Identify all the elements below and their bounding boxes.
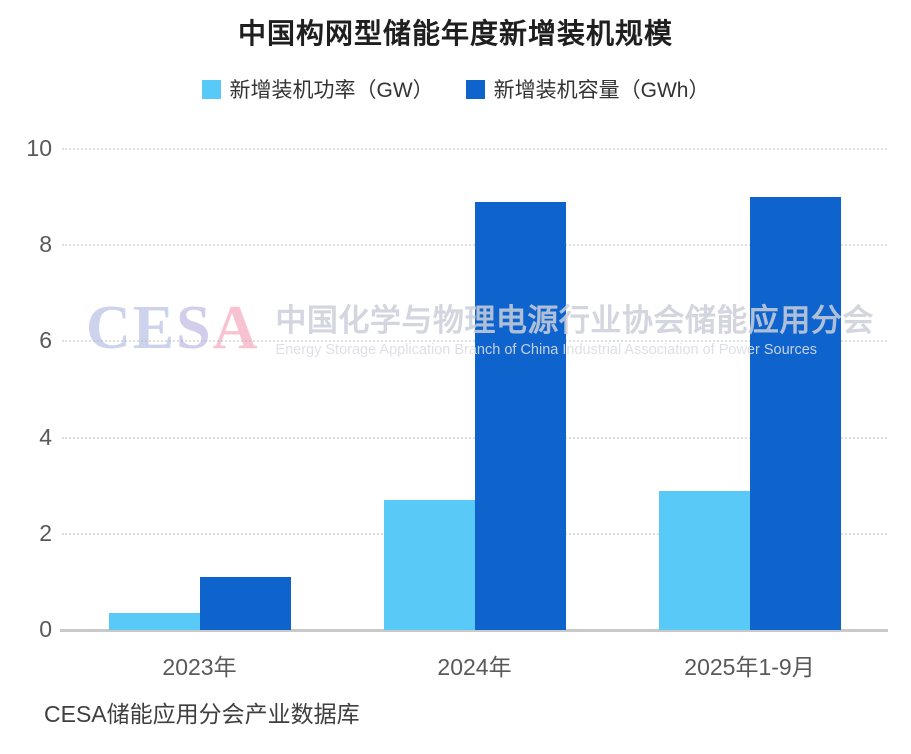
bar-capacity-1 (474, 201, 566, 630)
legend-item-0: 新增装机功率（GW） (201, 74, 434, 104)
gridline-y10 (62, 148, 887, 150)
y-tick-label: 8 (39, 231, 52, 258)
bar-capacity-2 (749, 197, 841, 630)
x-axis-line (60, 629, 888, 632)
legend-swatch-icon (465, 79, 485, 99)
x-axis-label: 2023年 (162, 654, 237, 680)
bar-power-1 (383, 500, 475, 630)
legend-item-1: 新增装机容量（GWh） (465, 74, 710, 104)
y-tick-label: 6 (39, 327, 52, 354)
legend-swatch-icon (201, 79, 221, 99)
x-axis-label: 2024年 (437, 654, 512, 680)
chart-title: 中国构网型储能年度新增装机规模 (237, 18, 673, 49)
source-note: CESA储能应用分会产业数据库 (44, 701, 360, 727)
legend: 新增装机功率（GW） 新增装机容量（GWh） (0, 74, 911, 104)
y-tick-label: 10 (26, 135, 52, 161)
x-axis-label: 2025年1-9月 (684, 654, 815, 680)
y-tick-label: 4 (39, 423, 52, 450)
bar-capacity-0 (199, 577, 291, 630)
y-tick-label: 2 (39, 519, 52, 546)
bar-power-0 (108, 613, 200, 630)
y-tick-label: 0 (39, 616, 52, 642)
legend-label: 新增装机容量（GWh） (493, 79, 710, 102)
bar-power-2 (658, 490, 750, 630)
legend-label: 新增装机功率（GW） (229, 79, 434, 102)
